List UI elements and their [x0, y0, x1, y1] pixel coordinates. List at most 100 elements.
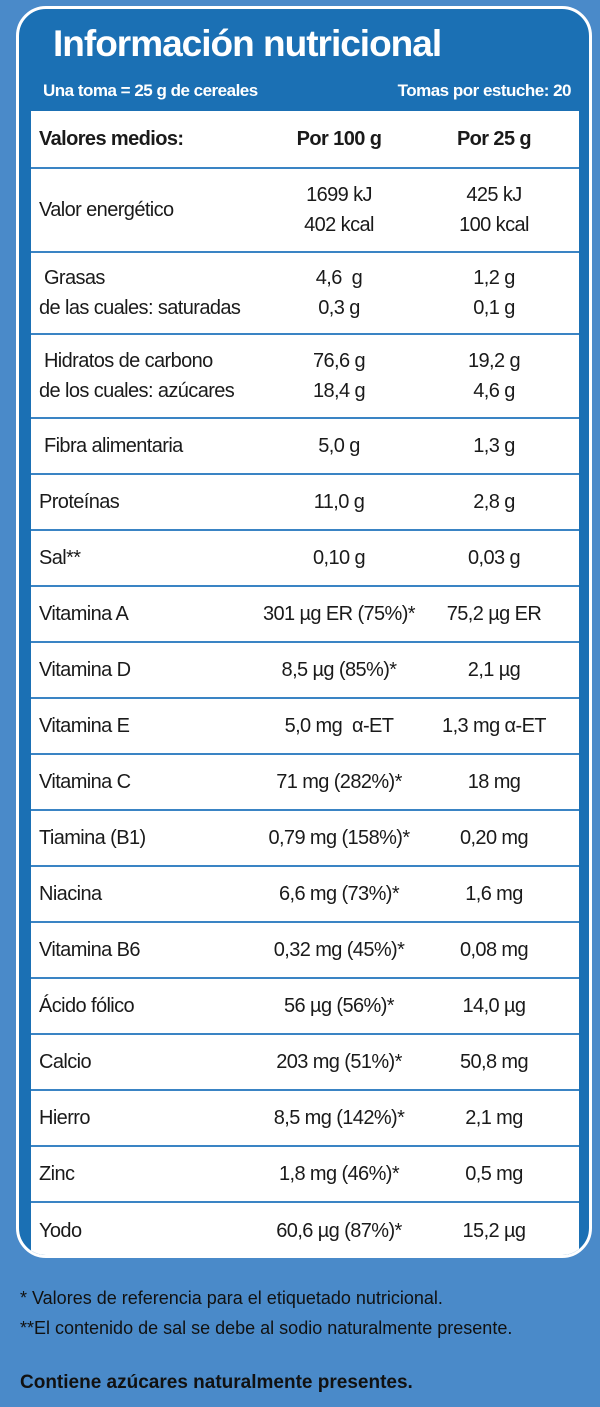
- nutrient-label: Vitamina B6: [39, 923, 269, 977]
- value-per-25g-line: 1,2 g: [473, 267, 515, 289]
- value-per-100g: 6,6 mg (73%)*: [259, 867, 419, 921]
- sugar-note: Contiene azúcares naturalmente presentes…: [20, 1372, 413, 1393]
- table-row: Grasas de las cuales: saturadas 4,6 g 0,3 g…: [31, 253, 579, 335]
- table-row: Sal** 0,10 g 0,03 g: [31, 531, 579, 587]
- footnote-reference-values: * Valores de referencia para el etiqueta…: [20, 1288, 443, 1308]
- nutrient-label: Sal**: [39, 531, 269, 585]
- value-per-25g-line: 1,3 mg α-ET: [442, 715, 546, 737]
- nutrient-label-line: Vitamina A: [39, 603, 129, 625]
- nutrient-label: Fibra alimentaria: [39, 419, 269, 473]
- nutrient-label: Vitamina D: [39, 643, 269, 697]
- nutrient-label: Calcio: [39, 1035, 269, 1089]
- nutrient-label: Vitamina C: [39, 755, 269, 809]
- nutrient-label-line: Ácido fólico: [39, 995, 135, 1017]
- table-row: Fibra alimentaria 5,0 g 1,3 g: [31, 419, 579, 475]
- value-per-25g: 19,2 g 4,6 g: [419, 335, 569, 417]
- value-per-100g: 4,6 g 0,3 g: [259, 253, 419, 333]
- value-per-100g-line: 8,5 mg (142%)*: [273, 1107, 405, 1129]
- value-per-100g-line: 0,3 g: [318, 297, 360, 319]
- nutrient-label-line: Hidratos de carbono: [39, 350, 213, 372]
- table-header-row: Valores medios: Por 100 g Por 25 g: [31, 111, 579, 169]
- table-row: Vitamina D 8,5 µg (85%)* 2,1 µg: [31, 643, 579, 699]
- value-per-25g: 0,08 mg: [419, 923, 569, 977]
- value-per-100g-line: 76,6 g: [312, 350, 366, 372]
- nutrient-label: Tiamina (B1): [39, 811, 269, 865]
- value-per-100g: 8,5 µg (85%)*: [259, 643, 419, 697]
- nutrient-label-line: Niacina: [39, 883, 102, 905]
- nutrient-label: Hidratos de carbono de los cuales: azúcar…: [39, 335, 269, 417]
- value-per-25g-line: 2,1 µg: [467, 659, 521, 681]
- nutrient-label-line: de las cuales: saturadas: [39, 297, 241, 319]
- value-per-25g: 425 kJ 100 kcal: [419, 169, 569, 251]
- nutrient-label-line: Yodo: [39, 1219, 82, 1242]
- nutrient-label-line: Vitamina E: [39, 715, 130, 737]
- table-row: Hidratos de carbono de los cuales: azúcar…: [31, 335, 579, 419]
- value-per-100g-line: 18,4 g: [312, 380, 366, 402]
- value-per-25g: 50,8 mg: [419, 1035, 569, 1089]
- value-per-100g-line: 1699 kJ: [306, 184, 372, 206]
- value-per-100g: 56 µg (56%)*: [259, 979, 419, 1033]
- value-per-100g: 5,0 mg α-ET: [259, 699, 419, 753]
- table-row: Proteínas 11,0 g 2,8 g: [31, 475, 579, 531]
- table-row: Yodo 60,6 µg (87%)* 15,2 µg: [31, 1203, 579, 1255]
- table-row: Vitamina A 301 µg ER (75%)* 75,2 µg ER: [31, 587, 579, 643]
- table-row: Vitamina C 71 mg (282%)* 18 mg: [31, 755, 579, 811]
- value-per-100g-line: 203 mg (51%)*: [276, 1051, 402, 1073]
- nutrient-label-line: Fibra alimentaria: [39, 435, 183, 457]
- value-per-25g-line: 1,6 mg: [465, 883, 523, 905]
- value-per-25g-line: 425 kJ: [466, 184, 522, 206]
- value-per-100g-line: 11,0 g: [313, 491, 365, 513]
- nutrient-label: Proteínas: [39, 475, 269, 529]
- value-per-25g: 2,1 mg: [419, 1091, 569, 1145]
- nutrient-label: Yodo: [39, 1203, 269, 1255]
- value-per-25g-line: 75,2 µg ER: [446, 603, 542, 625]
- value-per-25g: 1,3 g: [419, 419, 569, 473]
- nutrient-label-line: Sal**: [39, 547, 81, 569]
- table-row: Niacina 6,6 mg (73%)* 1,6 mg: [31, 867, 579, 923]
- value-per-25g-line: 0,5 mg: [465, 1163, 523, 1185]
- value-per-100g: 60,6 µg (87%)*: [259, 1203, 419, 1255]
- value-per-100g: 76,6 g 18,4 g: [259, 335, 419, 417]
- value-per-25g-line: 0,20 mg: [459, 827, 529, 849]
- value-per-25g: 18 mg: [419, 755, 569, 809]
- value-per-25g: 0,5 mg: [419, 1147, 569, 1201]
- nutrient-label-line: Grasas: [39, 267, 105, 289]
- value-per-100g: 11,0 g: [259, 475, 419, 529]
- value-per-100g: 301 µg ER (75%)*: [259, 587, 419, 641]
- value-per-25g: 15,2 µg: [419, 1203, 569, 1255]
- nutrient-label: Valor energético: [39, 169, 269, 251]
- nutrient-label: Niacina: [39, 867, 269, 921]
- nutrient-label-line: Hierro: [39, 1107, 90, 1129]
- nutrient-label-line: Tiamina (B1): [39, 827, 146, 849]
- value-per-100g: 0,79 mg (158%)*: [259, 811, 419, 865]
- value-per-25g-line: 19,2 g: [467, 350, 521, 372]
- nutrient-label-line: Vitamina B6: [39, 939, 140, 961]
- value-per-25g: 2,1 µg: [419, 643, 569, 697]
- table-row: Zinc 1,8 mg (46%)* 0,5 mg: [31, 1147, 579, 1203]
- value-per-100g: 1699 kJ 402 kcal: [259, 169, 419, 251]
- nutrient-label: Grasas de las cuales: saturadas: [39, 253, 269, 333]
- nutrient-label-line: Valor energético: [39, 199, 174, 221]
- value-per-100g-line: 1,8 mg (46%)*: [278, 1163, 400, 1185]
- value-per-100g: 71 mg (282%)*: [259, 755, 419, 809]
- nutrient-label-line: Zinc: [39, 1163, 75, 1185]
- value-per-25g: 14,0 µg: [419, 979, 569, 1033]
- value-per-100g: 0,10 g: [259, 531, 419, 585]
- value-per-100g-line: 5,0 mg α-ET: [284, 715, 394, 737]
- value-per-100g-line: 0,32 mg (45%)*: [273, 939, 405, 961]
- value-per-25g: 0,20 mg: [419, 811, 569, 865]
- value-per-25g-line: 14,0 µg: [462, 995, 527, 1017]
- value-per-25g-line: 0,03 g: [467, 547, 521, 569]
- serving-size-text: Una toma = 25 g de cereales: [43, 81, 258, 100]
- header-per-100g: Por 100 g: [296, 128, 382, 150]
- nutrient-label: Vitamina E: [39, 699, 269, 753]
- footnote-salt: **El contenido de sal se debe al sodio n…: [20, 1318, 513, 1338]
- nutrient-label-line: de los cuales: azúcares: [39, 380, 235, 402]
- value-per-25g: 75,2 µg ER: [419, 587, 569, 641]
- value-per-100g: 1,8 mg (46%)*: [259, 1147, 419, 1201]
- value-per-100g: 203 mg (51%)*: [259, 1035, 419, 1089]
- value-per-25g-line: 18 mg: [467, 771, 521, 793]
- value-per-100g-line: 6,6 mg (73%)*: [278, 883, 400, 905]
- servings-per-pack-text: Tomas por estuche: 20: [397, 81, 572, 100]
- value-per-100g-line: 0,10 g: [312, 547, 366, 569]
